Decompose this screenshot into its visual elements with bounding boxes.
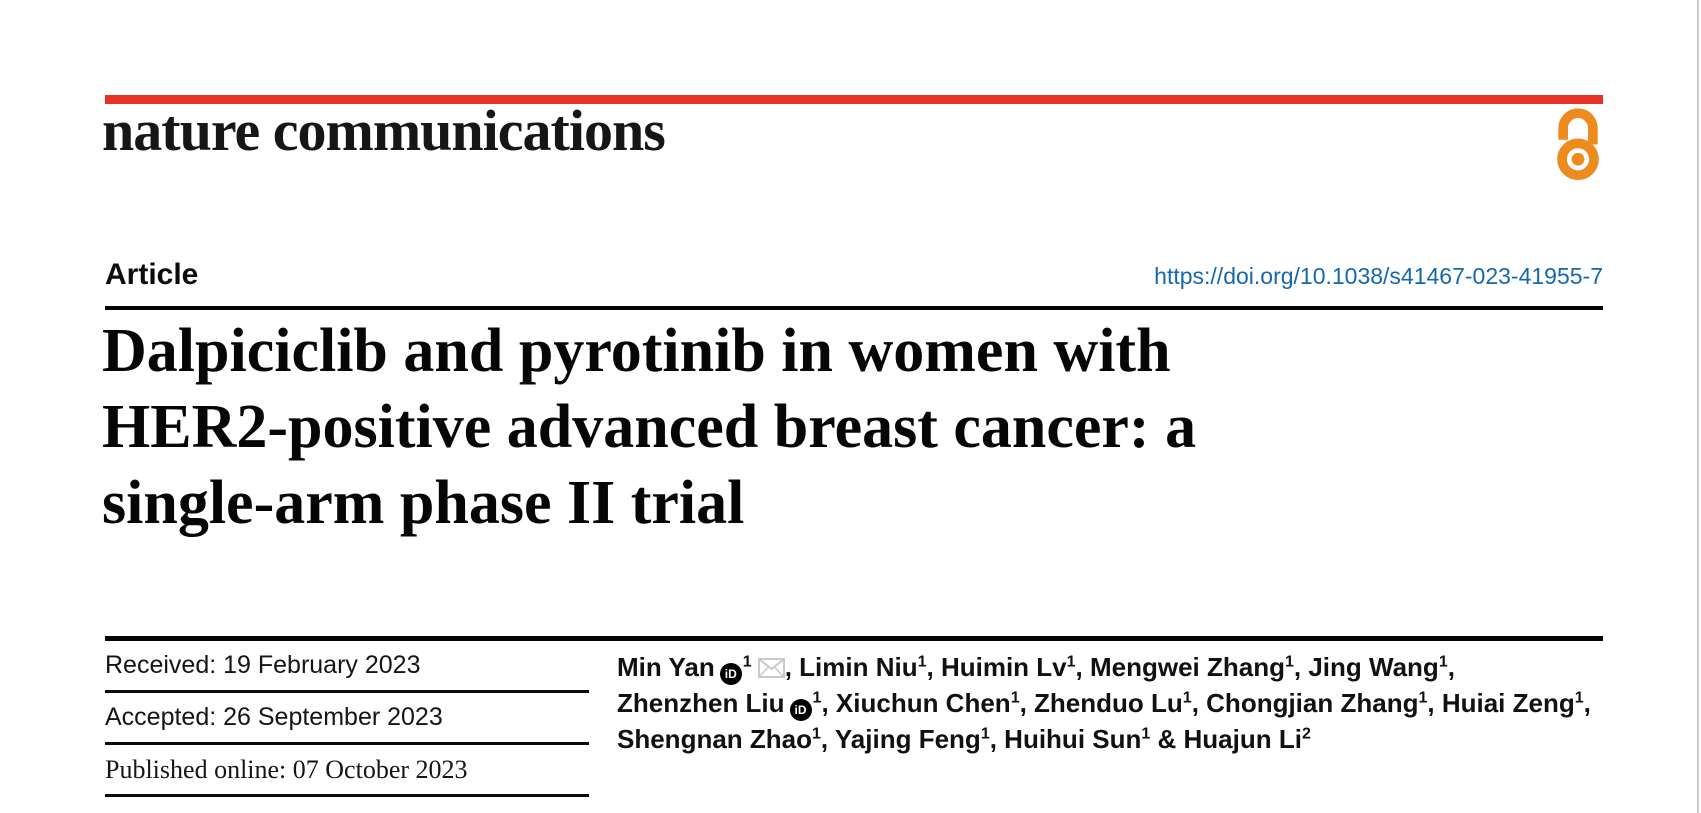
- accepted-date-row: Accepted: 26 September 2023: [105, 693, 589, 745]
- author-name: Zhenduo Lu: [1034, 688, 1183, 718]
- doi-link[interactable]: https://doi.org/10.1038/s41467-023-41955…: [1154, 263, 1603, 289]
- author-line: Zhenzhen Liu iD1, Xiuchun Chen1, Zhenduo …: [617, 685, 1617, 721]
- title-line: Dalpiciclib and pyrotinib in women with: [102, 317, 1171, 385]
- affiliation-superscript: 1: [917, 653, 927, 671]
- article-title: Dalpiciclib and pyrotinib in women with …: [102, 313, 1522, 541]
- orcid-icon[interactable]: iD: [789, 699, 812, 721]
- author-separator: ,: [1019, 688, 1035, 718]
- author-name: Shengnan Zhao: [617, 724, 812, 754]
- affiliation-superscript: 1: [1182, 689, 1192, 707]
- journal-logo: nature communications: [102, 98, 666, 163]
- author-separator: ,: [1191, 688, 1207, 718]
- page-edge-line: [1697, 0, 1699, 813]
- author-line: Shengnan Zhao1, Yajing Feng1, Huihui Sun…: [617, 721, 1617, 757]
- affiliation-superscript: 1: [1141, 725, 1151, 743]
- orcid-icon[interactable]: iD: [719, 663, 742, 685]
- author-separator: ,: [1427, 688, 1442, 718]
- brand-bar: [105, 95, 1603, 104]
- author-name: Huajun Li: [1183, 724, 1302, 754]
- received-date: Received: 19 February 2023: [105, 651, 421, 679]
- title-divider: [105, 636, 1603, 641]
- author-name: Jing Wang: [1308, 652, 1439, 682]
- affiliation-superscript: 2: [1301, 725, 1311, 743]
- author-name: Min Yan: [617, 652, 715, 682]
- article-header-row: Article https://doi.org/10.1038/s41467-0…: [105, 258, 1603, 293]
- affiliation-superscript: 1: [812, 725, 821, 743]
- author-separator: ,: [784, 652, 800, 682]
- affiliation-superscript: 1: [1284, 653, 1294, 671]
- author-name: Huihui Sun: [1004, 724, 1142, 754]
- author-separator: ,: [1583, 688, 1591, 718]
- author-separator: ,: [989, 724, 1005, 754]
- title-line: HER2-positive advanced breast cancer: a: [102, 393, 1197, 461]
- author-separator: &: [1150, 724, 1184, 754]
- author-list: Min Yan iD1, Limin Niu1, Huimin Lv1, Meng…: [617, 649, 1617, 757]
- author-name: Limin Niu: [799, 652, 918, 682]
- article-type-label: Article: [105, 258, 199, 291]
- affiliation-superscript: 1: [1010, 689, 1020, 707]
- title-line: single-arm phase II trial: [102, 469, 745, 537]
- author-separator: ,: [1447, 652, 1455, 682]
- affiliation-superscript: 1: [742, 653, 752, 671]
- author-name: Huiai Zeng: [1441, 688, 1575, 718]
- affiliation-superscript: 1: [1574, 689, 1584, 707]
- email-icon[interactable]: [757, 658, 785, 678]
- affiliation-superscript: 1: [1438, 653, 1448, 671]
- affiliation-superscript: 1: [1418, 689, 1428, 707]
- dates-panel: Received: 19 February 2023 Accepted: 26 …: [105, 641, 589, 797]
- author-separator: ,: [1075, 652, 1090, 682]
- author-name: Huimin Lv: [940, 652, 1067, 682]
- author-separator: ,: [821, 688, 836, 718]
- published-date-row: Published online: 07 October 2023: [105, 745, 589, 797]
- author-name: Mengwei Zhang: [1089, 652, 1285, 682]
- author-name: Zhenzhen Liu: [617, 688, 785, 718]
- published-date: Published online: 07 October 2023: [105, 754, 468, 784]
- author-name: Chongjian Zhang: [1206, 688, 1419, 718]
- affiliation-superscript: 1: [1066, 653, 1076, 671]
- open-access-icon: [1553, 106, 1603, 186]
- affiliation-superscript: 1: [812, 689, 822, 707]
- author-name: Yajing Feng: [834, 724, 981, 754]
- header-divider: [105, 306, 1603, 310]
- author-separator: ,: [1293, 652, 1309, 682]
- affiliation-superscript: 1: [980, 725, 990, 743]
- author-name: Xiuchun Chen: [835, 688, 1011, 718]
- author-separator: ,: [926, 652, 941, 682]
- author-separator: ,: [820, 724, 835, 754]
- accepted-date: Accepted: 26 September 2023: [105, 703, 443, 731]
- received-date-row: Received: 19 February 2023: [105, 641, 589, 693]
- author-line: Min Yan iD1, Limin Niu1, Huimin Lv1, Meng…: [617, 649, 1617, 685]
